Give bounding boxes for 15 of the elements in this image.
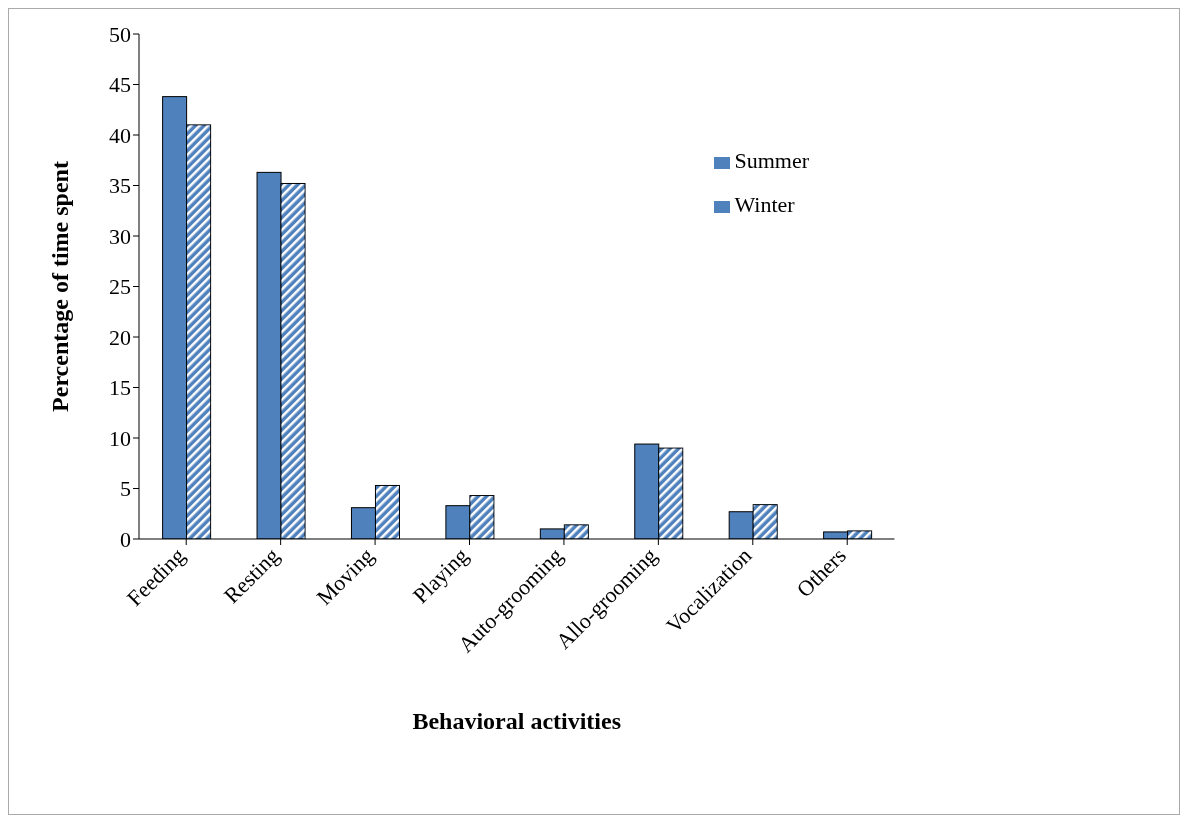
x-axis-title: Behavioral activities xyxy=(412,708,622,734)
y-tick-label: 50 xyxy=(109,21,131,47)
y-tick-label: 15 xyxy=(109,375,131,401)
y-tick-label: 45 xyxy=(109,72,131,98)
y-tick-label: 25 xyxy=(109,274,131,300)
y-tick-label: 0 xyxy=(120,526,131,552)
y-tick-label: 30 xyxy=(109,223,131,249)
y-tick-label: 35 xyxy=(109,173,131,199)
y-axis-title: Percentage of time spent xyxy=(46,161,73,412)
y-tick-label: 20 xyxy=(109,324,131,350)
legend-label: Summer xyxy=(734,148,809,173)
y-tick-label: 5 xyxy=(120,476,131,502)
y-tick-label: 40 xyxy=(109,122,131,148)
y-tick-label: 10 xyxy=(109,425,131,451)
legend-label: Winter xyxy=(734,192,795,217)
